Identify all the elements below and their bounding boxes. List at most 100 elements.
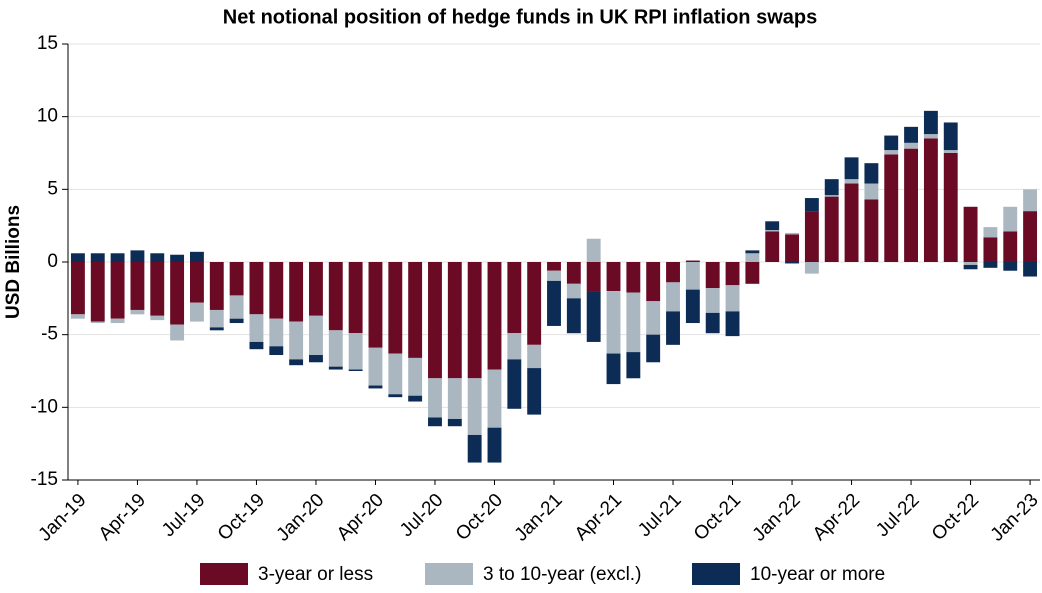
x-tick-label: Jul-22 [872, 490, 923, 541]
bar [923, 134, 938, 139]
bar [289, 359, 304, 366]
y-tick-label: 5 [47, 178, 58, 199]
bar [666, 311, 680, 345]
bar [884, 150, 899, 155]
bar [229, 295, 244, 319]
bar [725, 285, 740, 312]
bar [626, 352, 641, 379]
bar [705, 288, 720, 313]
bar [606, 262, 621, 292]
bar [170, 262, 185, 325]
bar [606, 291, 621, 354]
bar [388, 394, 403, 398]
bar [804, 211, 819, 262]
bar [884, 135, 899, 151]
x-tick-label: Jul-19 [158, 490, 209, 541]
bar [368, 385, 383, 389]
bar [904, 148, 919, 262]
bar [428, 378, 442, 418]
bar [844, 157, 859, 180]
x-tick-label: Oct-20 [452, 490, 507, 545]
bar [586, 291, 601, 342]
bar [547, 262, 561, 271]
x-tick-label: Jul-20 [396, 490, 447, 541]
x-tick-label: Jan-22 [749, 490, 805, 546]
legend-label: 3-year or less [258, 564, 373, 585]
bar [785, 232, 799, 235]
legend-swatch [692, 563, 740, 585]
bar [566, 298, 581, 334]
bar [646, 262, 661, 302]
bar [745, 262, 760, 284]
bar [209, 262, 224, 310]
bar [269, 318, 284, 347]
bar [824, 196, 839, 262]
bar [189, 251, 204, 262]
y-tick-label: 0 [47, 251, 58, 272]
bar [388, 353, 403, 395]
bar [943, 150, 958, 153]
bar [487, 369, 502, 428]
bar [507, 333, 522, 360]
bar [765, 221, 780, 231]
bar [963, 262, 978, 265]
bar [309, 355, 323, 363]
bar [1003, 262, 1018, 271]
bar [864, 163, 879, 184]
bar [824, 195, 839, 197]
bar [170, 254, 185, 262]
bar [1003, 206, 1018, 232]
x-tick-label: Oct-19 [214, 490, 269, 545]
bar [110, 253, 125, 262]
bar [904, 126, 919, 143]
bar [785, 234, 799, 262]
y-tick-label: 10 [37, 106, 58, 127]
bar [110, 318, 125, 324]
bar [130, 262, 145, 310]
bar [348, 369, 363, 371]
bar [70, 253, 85, 262]
bar [923, 138, 938, 262]
bar [150, 262, 165, 316]
bar [189, 262, 204, 303]
bar [348, 333, 363, 370]
bar [566, 262, 581, 284]
bar [666, 282, 680, 312]
bar [487, 427, 502, 463]
bar [90, 253, 105, 262]
bar [249, 262, 264, 315]
bar [130, 250, 145, 262]
bar [963, 264, 978, 270]
bar [408, 262, 423, 358]
bar [547, 270, 561, 281]
bar [705, 262, 720, 289]
bar [1023, 189, 1038, 212]
bar [1003, 231, 1018, 262]
bar [467, 434, 482, 463]
bar [685, 262, 700, 290]
bar [507, 359, 522, 409]
bar [289, 262, 304, 322]
bar [309, 315, 323, 356]
legend-label: 3 to 10-year (excl.) [483, 564, 641, 585]
bar [943, 122, 958, 151]
bar [70, 314, 85, 319]
bar [725, 311, 740, 337]
bar [90, 262, 105, 322]
bar [646, 334, 661, 363]
x-tick-label: Jul-21 [634, 490, 685, 541]
bar [289, 321, 304, 360]
y-tick-label: -10 [31, 396, 58, 417]
bar [745, 250, 760, 254]
bar [864, 183, 879, 200]
bar [269, 346, 284, 356]
bar [209, 309, 224, 328]
x-tick-label: Jan-20 [273, 490, 329, 546]
x-tick-label: Oct-21 [690, 490, 745, 545]
bar [150, 253, 165, 262]
x-tick-label: Jan-21 [511, 490, 567, 546]
bar [983, 227, 998, 238]
bar [566, 283, 581, 299]
y-tick-label: -5 [41, 324, 58, 345]
bar [963, 206, 978, 262]
